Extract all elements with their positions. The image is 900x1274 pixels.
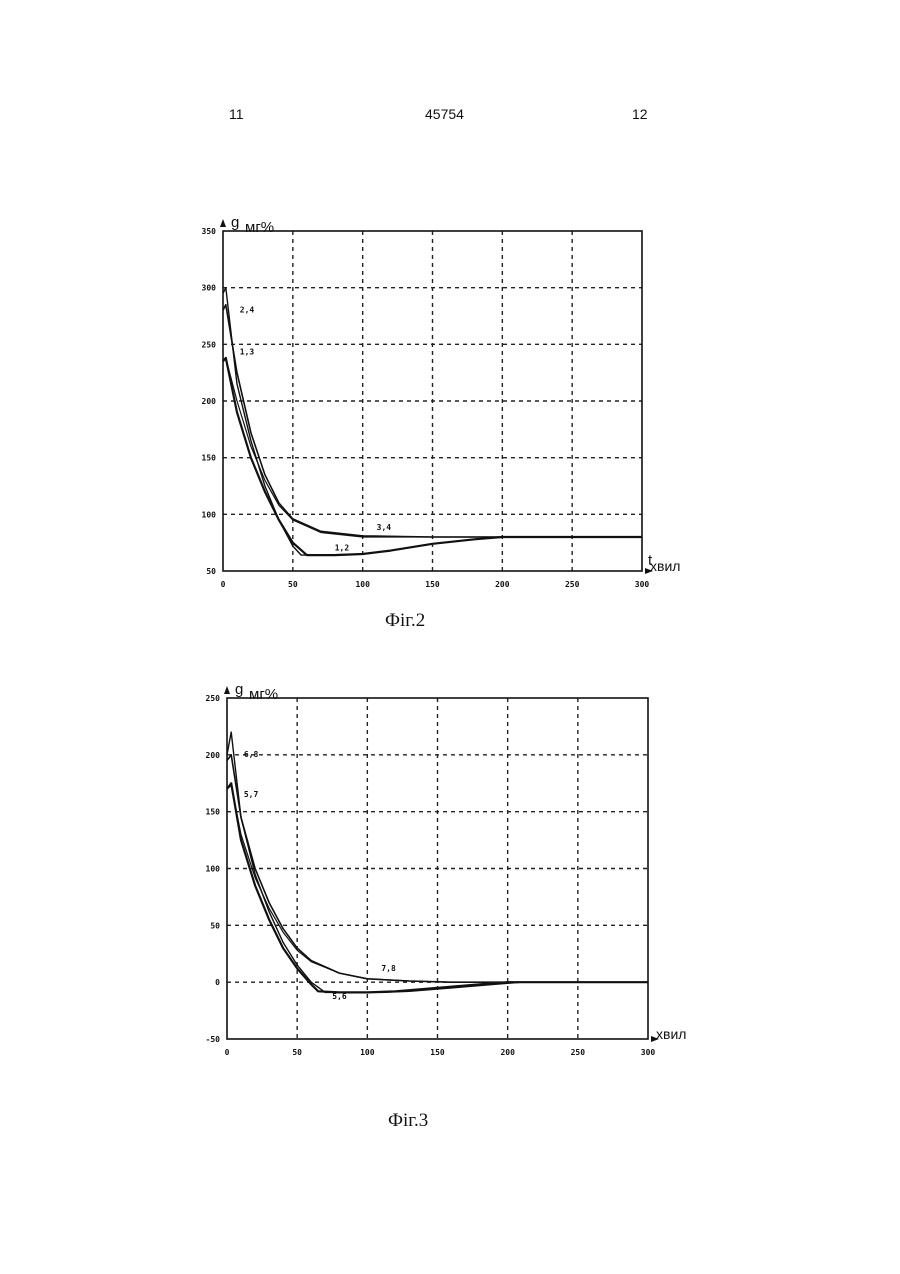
figure-3-chart: 0 50 100 150 200 250 300 -50 0 50 100 150 200 250 g мг%… (0, 0, 900, 1100)
curve-label: 5,6 (332, 992, 347, 1001)
x-tick-label: 250 (571, 1048, 586, 1057)
curve-label: 6,8 (244, 750, 259, 759)
series-line-5 (227, 783, 648, 992)
y-tick-label: 150 (206, 808, 221, 817)
y-tick-label: 250 (206, 694, 221, 703)
y-axis-unit: мг% (249, 686, 278, 703)
x-tick-label: 150 (430, 1048, 445, 1057)
y-tick-label: 0 (215, 978, 220, 987)
x-tick-label: 300 (641, 1048, 656, 1057)
y-axis-label: g (235, 681, 243, 698)
y-tick-label: 200 (206, 751, 221, 760)
curve-label: 5,7 (244, 790, 259, 799)
x-tick-label: 0 (225, 1048, 230, 1057)
y-axis-arrow (224, 686, 230, 694)
y-tick-label: -50 (206, 1035, 221, 1044)
figure-3-caption: Фіг.3 (388, 1110, 428, 1132)
y-tick-label: 100 (206, 865, 221, 874)
y-tick-label: 50 (210, 921, 220, 930)
curve-label: 7,8 (381, 964, 396, 973)
x-tick-label: 200 (500, 1048, 515, 1057)
x-tick-label: 50 (292, 1048, 302, 1057)
x-axis-unit: хвил (656, 1026, 686, 1042)
x-tick-label: 100 (360, 1048, 375, 1057)
